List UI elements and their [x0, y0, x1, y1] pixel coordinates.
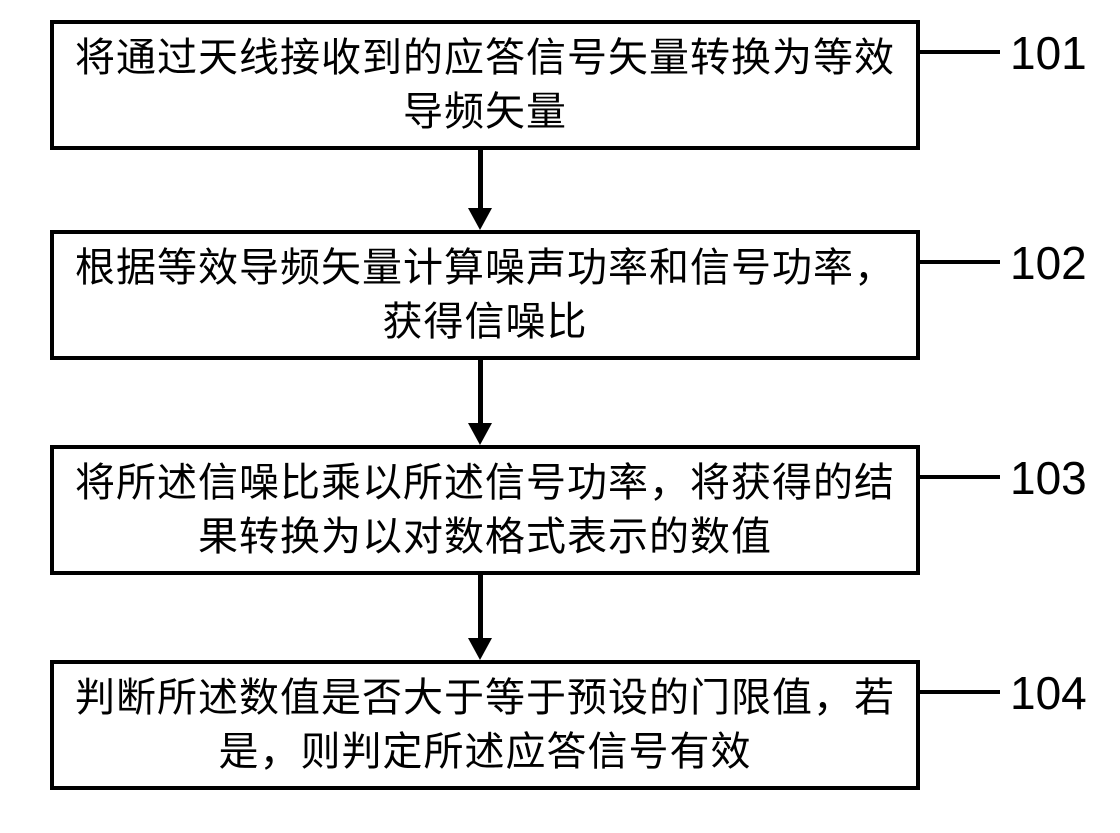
- step-box-104: 判断所述数值是否大于等于预设的门限值，若是，则判定所述应答信号有效: [50, 660, 920, 790]
- arrow-line: [478, 150, 483, 208]
- step-label: 102: [1010, 236, 1087, 290]
- leader-line: [920, 690, 1000, 694]
- arrow-line: [478, 575, 483, 638]
- leader-line: [920, 475, 1000, 479]
- flowchart-canvas: 将通过天线接收到的应答信号矢量转换为等效导频矢量 101 根据等效导频矢量计算噪声功…: [0, 0, 1120, 833]
- arrow-head-icon: [468, 208, 492, 230]
- arrow-line: [478, 360, 483, 423]
- step-label: 104: [1010, 666, 1087, 720]
- step-box-102: 根据等效导频矢量计算噪声功率和信号功率，获得信噪比: [50, 230, 920, 360]
- step-text: 根据等效导频矢量计算噪声功率和信号功率，获得信噪比: [54, 237, 916, 353]
- step-label: 101: [1010, 26, 1087, 80]
- step-box-101: 将通过天线接收到的应答信号矢量转换为等效导频矢量: [50, 20, 920, 150]
- arrow-head-icon: [468, 638, 492, 660]
- leader-line: [920, 260, 1000, 264]
- step-box-103: 将所述信噪比乘以所述信号功率，将获得的结果转换为以对数格式表示的数值: [50, 445, 920, 575]
- leader-line: [920, 50, 1000, 54]
- step-text: 将通过天线接收到的应答信号矢量转换为等效导频矢量: [54, 27, 916, 143]
- step-text: 判断所述数值是否大于等于预设的门限值，若是，则判定所述应答信号有效: [54, 667, 916, 783]
- step-text: 将所述信噪比乘以所述信号功率，将获得的结果转换为以对数格式表示的数值: [54, 452, 916, 568]
- arrow-head-icon: [468, 423, 492, 445]
- step-label: 103: [1010, 451, 1087, 505]
